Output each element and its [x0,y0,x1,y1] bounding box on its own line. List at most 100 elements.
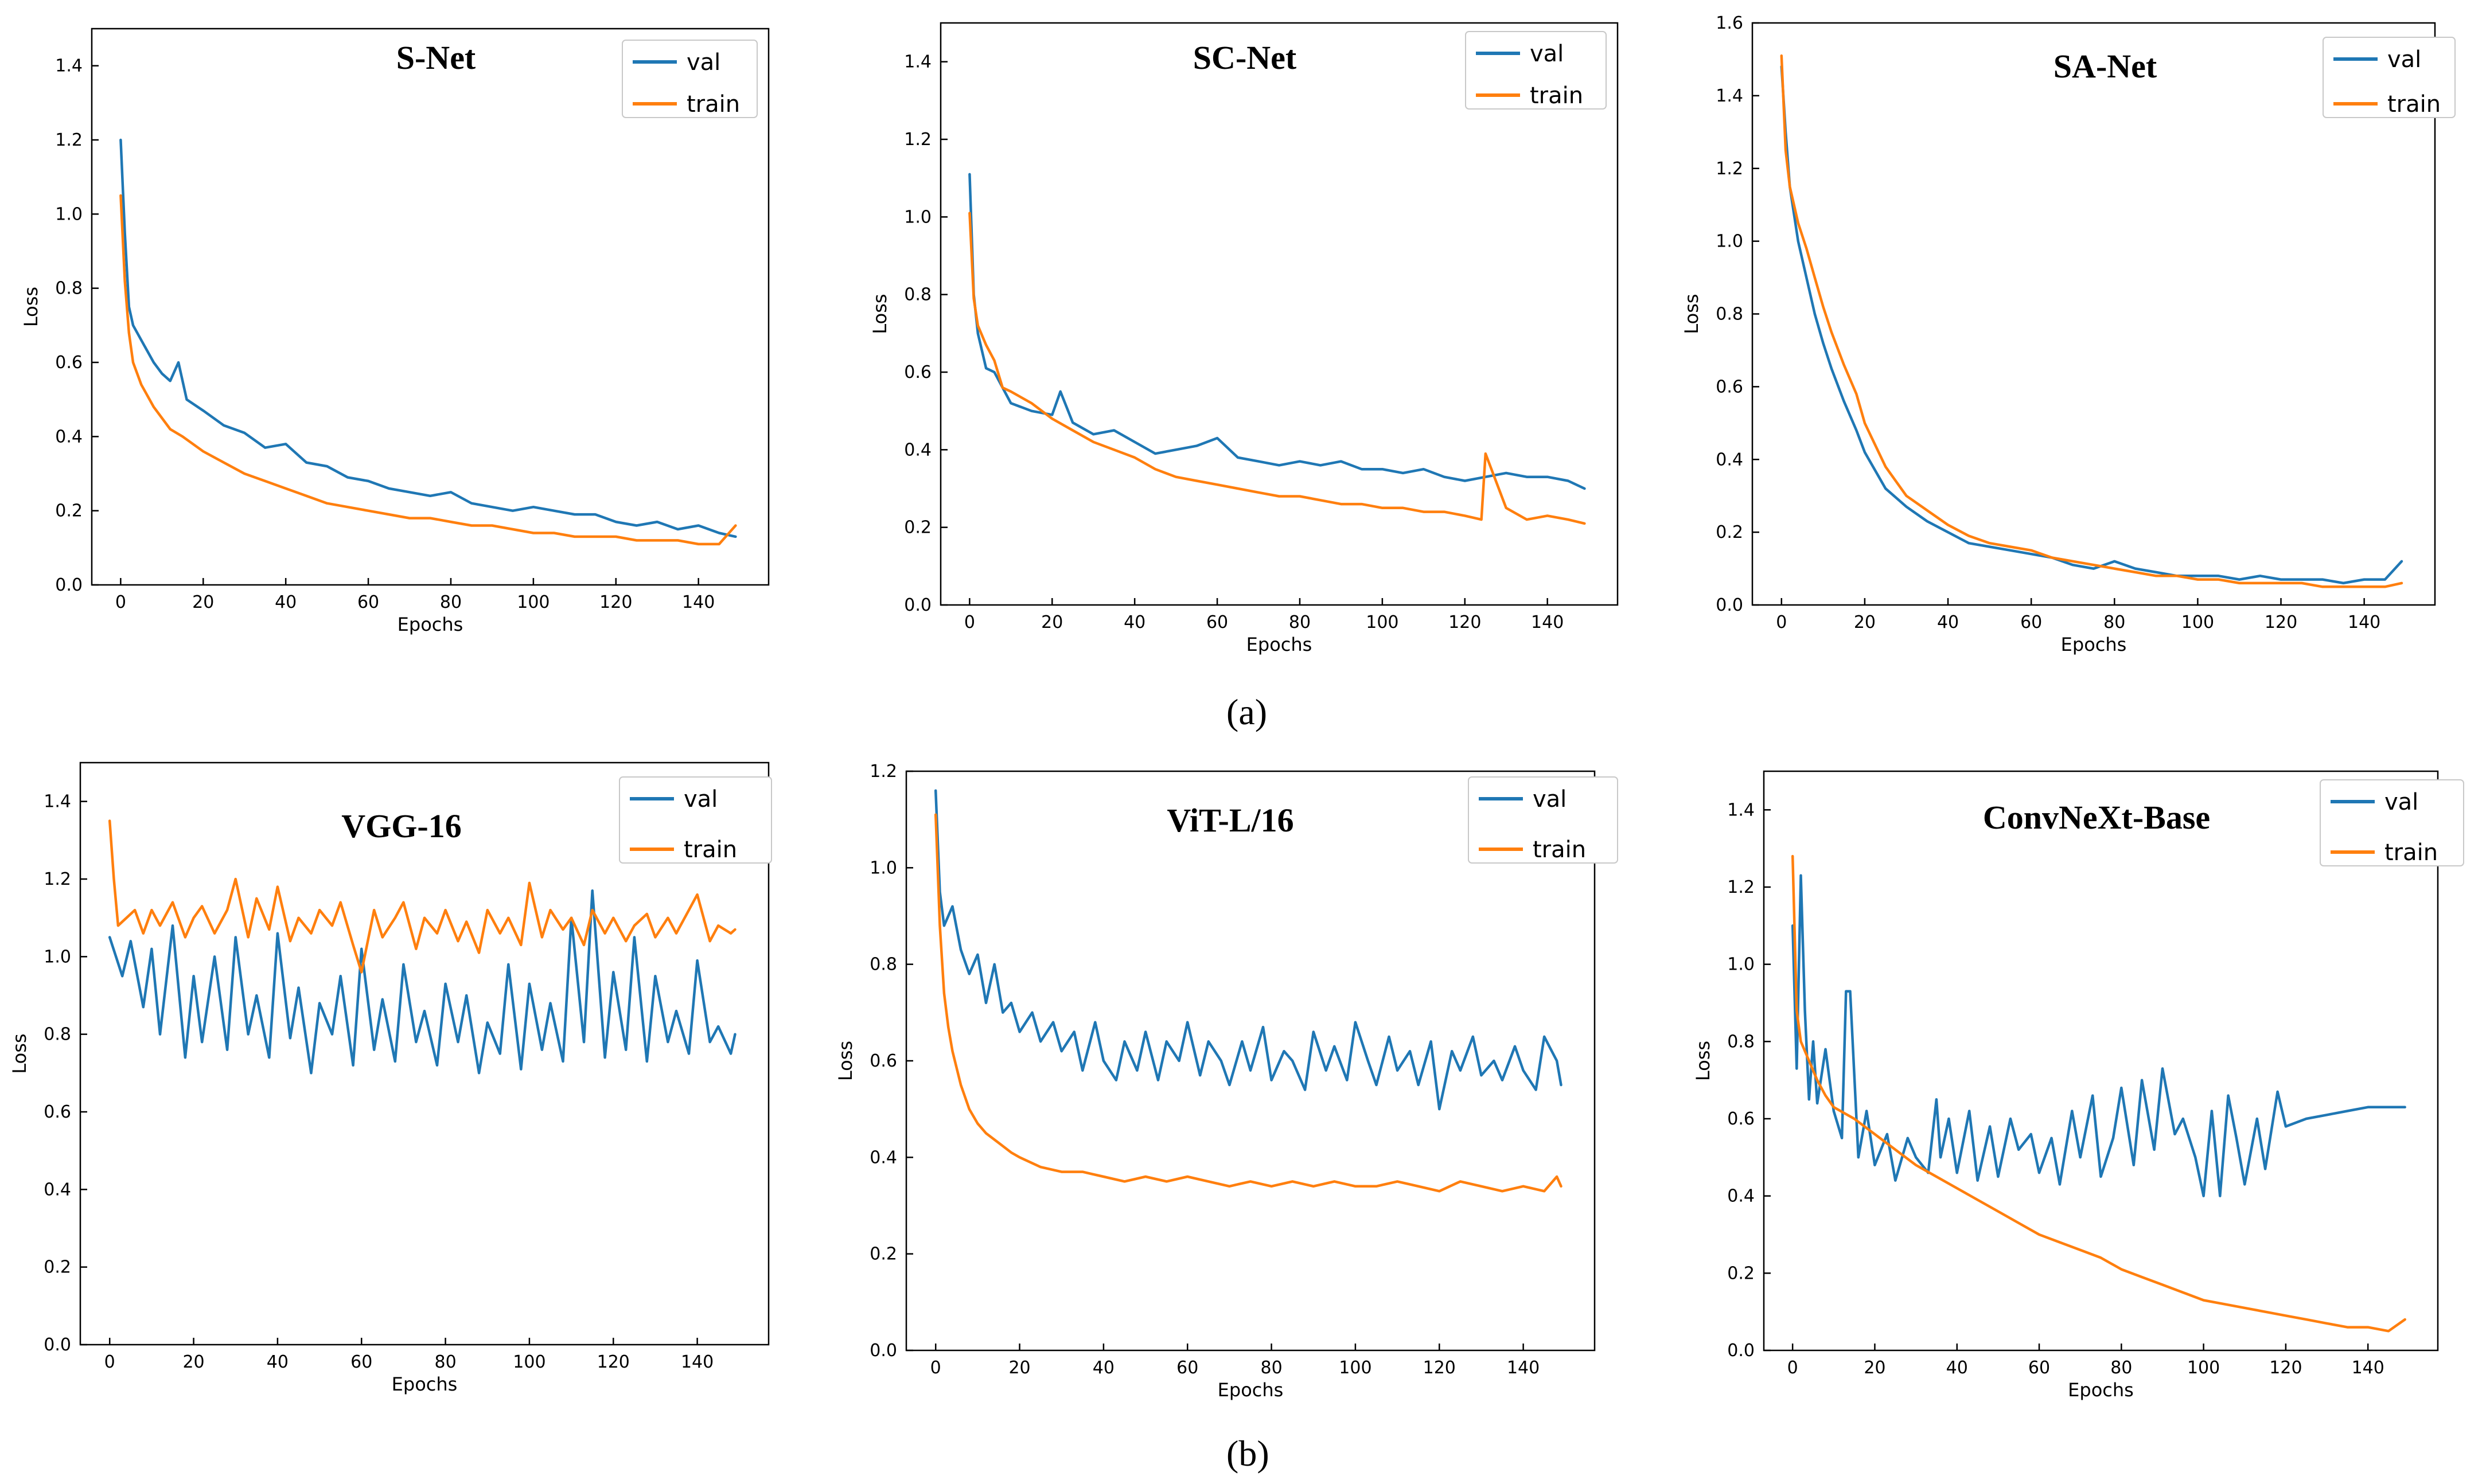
sc-net-series-train [968,212,1586,525]
vgg-16-title: VGG-16 [341,807,461,845]
sc-net-ytick-label: 1.2 [904,130,932,150]
vit-l16-ytick-label: 0.2 [870,1244,897,1264]
vit-l16-ytick-label: 1.2 [870,761,897,782]
sa-net-ytick-label: 1.4 [1716,86,1743,106]
convnext-base-plot-frame [1763,770,2439,1352]
chart-convnext-base-svg: 0 20 40 60 80 100 120 140 0.0 0.2 0.4 0.6 0.8 1.0 1.2 1… [1692,770,2464,1401]
vit-l16-ytick-label: 0.6 [870,1051,897,1071]
vgg-16-xtick-label: 120 [597,1352,630,1372]
sa-net-xtick-label: 120 [2265,612,2297,632]
sc-net-title: SC-Net [1193,39,1297,76]
vgg-16-xtick-label: 0 [104,1352,115,1372]
vit-l16-xtick-label: 40 [1093,1358,1115,1378]
vgg-16-ytick-label: 1.2 [44,869,71,889]
sc-net-series-val [968,173,1586,490]
convnext-base-title: ConvNeXt-Base [1983,799,2210,836]
vgg-16-ytick-label: 0.0 [44,1335,71,1355]
sc-net-ytick-label: 0.2 [904,518,932,538]
s-net-title: S-Net [396,39,476,76]
chart-vgg-16: 0 20 40 60 80 100 120 140 0.0 0.2 0.4 0.6 0.8 1.0 1.2 1… [0,751,826,1428]
chart-vit-l16-svg: 0 20 40 60 80 100 120 140 0.0 0.2 0.4 0.6 0.8 1.0 1.2 E… [835,761,1618,1401]
vit-l16-ytick-label: 0.4 [870,1147,897,1167]
s-net-ytick-label: 0.2 [55,501,83,521]
vgg-16-ytick-label: 0.4 [44,1180,71,1200]
sc-net-xlabel: Epochs [1246,634,1312,655]
vit-l16-ytick-label: 0.0 [870,1341,897,1361]
vgg-16-xlabel: Epochs [392,1373,458,1395]
sc-net-xtick-label: 20 [1041,612,1063,632]
vgg-16-series-val [108,889,737,1075]
sa-net-series-val [1780,65,2403,585]
vgg-16-xtick-label: 80 [434,1352,456,1372]
vit-l16-xtick-label: 60 [1176,1358,1198,1378]
sc-net-xtick-label: 0 [964,612,975,632]
vit-l16-xtick-label: 20 [1008,1358,1030,1378]
vit-l16-xtick-label: 0 [930,1358,941,1378]
vgg-16-xtick-label: 40 [267,1352,289,1372]
vit-l16-xtick-label: 120 [1423,1358,1456,1378]
sc-net-xtick-label: 100 [1366,612,1398,632]
vgg-16-xtick-label: 20 [182,1352,204,1372]
vit-l16-title: ViT-L/16 [1167,802,1293,839]
sc-net-xtick-label: 40 [1124,612,1145,632]
vit-l16-series-val [934,789,1562,1111]
vgg-16-xtick-label: 100 [513,1352,545,1372]
convnext-base-ytick-label: 1.4 [1727,800,1755,820]
sc-net-xtick-label: 140 [1531,612,1564,632]
convnext-base-ytick-label: 1.2 [1727,877,1755,897]
vgg-16-plot-frame [79,761,770,1346]
sc-net-ytick-label: 0.0 [904,595,932,615]
chart-convnext-base: 0 20 40 60 80 100 120 140 0.0 0.2 0.4 0.6 0.8 1.0 1.2 1… [1652,751,2478,1428]
s-net-xtick-label: 140 [682,592,715,612]
sc-net-ytick-label: 0.4 [904,440,932,460]
vgg-16-ytick-label: 0.8 [44,1025,71,1045]
chart-sa-net-svg: 0 20 40 60 80 100 120 140 0.0 0.2 0.4 0.6 0.8 1.0 1.2 1… [1681,13,2456,655]
sc-net-plot-frame [940,22,1619,606]
s-net-xtick-label: 60 [357,592,379,612]
sa-net-legend-label-train: train [2387,91,2441,118]
chart-sa-net: 0 20 40 60 80 100 120 140 0.0 0.2 0.4 0.6 0.8 1.0 1.2 1… [1652,0,2478,659]
s-net-xlabel: Epochs [398,614,463,635]
sc-net-ytick-label: 0.6 [904,362,932,382]
s-net-ytick-label: 1.4 [55,56,83,76]
s-net-xtick-label: 40 [275,592,297,612]
sc-net-legend-label-train: train [1530,83,1583,109]
s-net-legend-label-train: train [687,91,740,118]
chart-vgg-16-svg: 0 20 40 60 80 100 120 140 0.0 0.2 0.4 0.6 0.8 1.0 1.2 1… [9,761,772,1395]
sa-net-ytick-label: 1.2 [1716,159,1743,179]
s-net-series-val [119,138,737,538]
sa-net-series-train [1780,54,2403,588]
convnext-base-legend-label-val: val [2384,789,2418,815]
sa-net-ylabel: Loss [1681,294,1702,334]
convnext-base-legend-label-train: train [2384,839,2438,866]
convnext-base-ylabel: Loss [1692,1041,1714,1081]
sa-net-xtick-label: 40 [1937,612,1959,632]
convnext-base-ytick-label: 0.0 [1727,1341,1755,1361]
s-net-ytick-label: 0.6 [55,353,83,373]
vit-l16-xtick-label: 80 [1260,1358,1282,1378]
convnext-base-ytick-label: 0.4 [1727,1186,1755,1206]
sa-net-xtick-label: 20 [1854,612,1876,632]
vgg-16-series-train [108,819,737,974]
vgg-16-ytick-label: 0.2 [44,1258,71,1278]
convnext-base-series-val [1791,874,2406,1197]
convnext-base-xtick-label: 60 [2028,1358,2050,1378]
vit-l16-ylabel: Loss [835,1041,856,1081]
sa-net-xtick-label: 100 [2181,612,2214,632]
vit-l16-xtick-label: 100 [1339,1358,1371,1378]
vit-l16-legend-label-train: train [1533,837,1586,863]
vit-l16-series-train [934,813,1562,1193]
caption-a: (a) [1226,692,1268,732]
chart-s-net-svg: 0 20 40 60 80 100 120 140 0.0 0.2 0.4 0.6 0.8 1.0 1.2 1… [20,28,770,635]
vgg-16-ytick-label: 1.4 [44,792,71,812]
convnext-base-xtick-label: 100 [2187,1358,2220,1378]
sa-net-xtick-label: 0 [1776,612,1787,632]
s-net-ytick-label: 1.2 [55,130,83,150]
convnext-base-xtick-label: 20 [1864,1358,1885,1378]
convnext-base-xtick-label: 0 [1787,1358,1798,1378]
vgg-16-legend-label-train: train [684,837,737,863]
vgg-16-ytick-label: 0.6 [44,1102,71,1122]
sc-net-ytick-label: 1.0 [904,207,932,227]
s-net-legend-box [622,40,758,118]
sc-net-xtick-label: 120 [1448,612,1481,632]
